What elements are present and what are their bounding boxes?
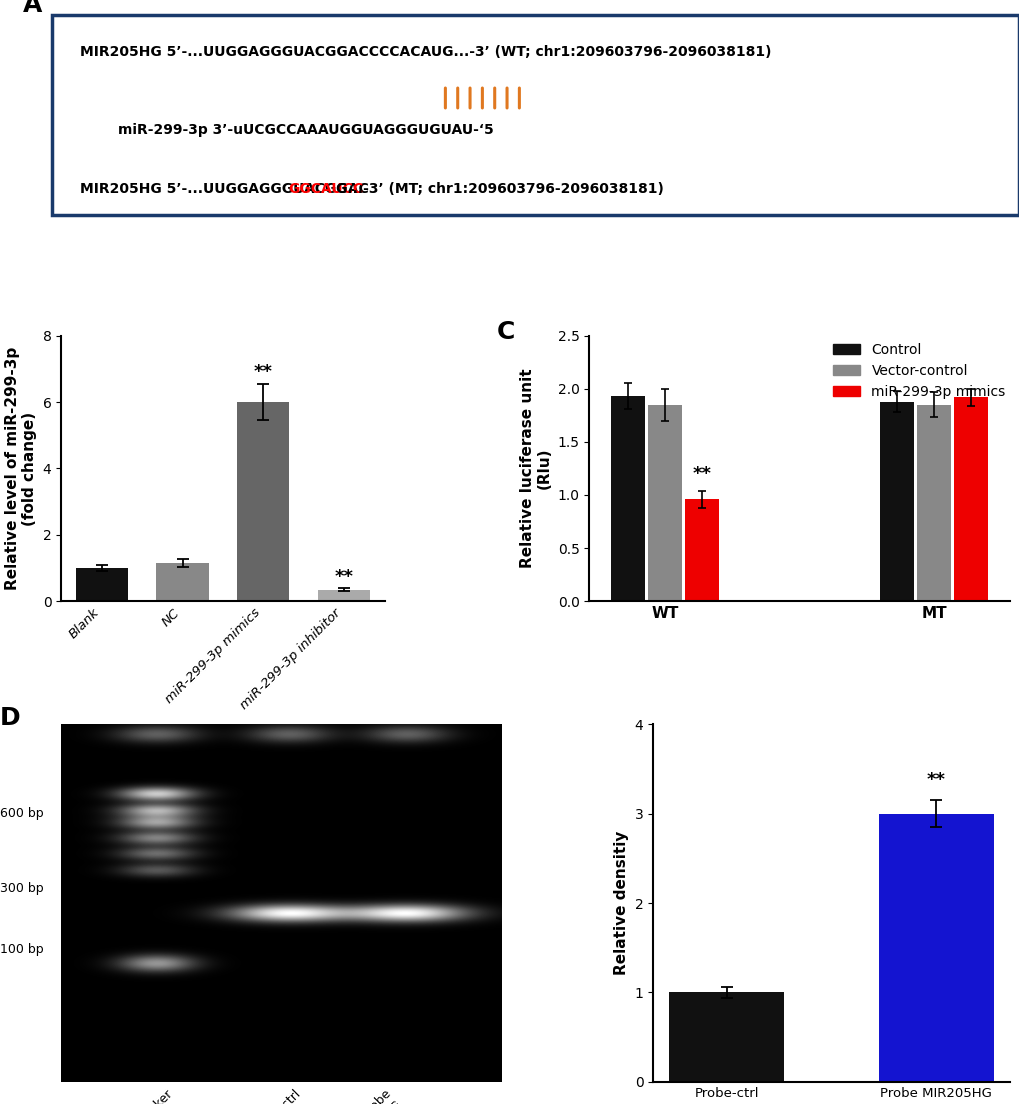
FancyBboxPatch shape xyxy=(52,14,1018,215)
Bar xyxy=(317,590,370,602)
Y-axis label: Relative level of miR-299-3p
(fold change): Relative level of miR-299-3p (fold chang… xyxy=(5,347,37,590)
Bar xyxy=(877,814,993,1082)
Text: C: C xyxy=(496,320,515,343)
Text: D: D xyxy=(0,707,20,730)
Legend: Control, Vector-control, miR-299-3p mimics: Control, Vector-control, miR-299-3p mimi… xyxy=(826,338,1010,404)
Bar xyxy=(916,405,950,602)
Text: 600 bp: 600 bp xyxy=(0,807,44,820)
Text: G...-3’ (MT; chr1:209603796-2096038181): G...-3’ (MT; chr1:209603796-2096038181) xyxy=(336,182,663,197)
Y-axis label: Relative luciferase unit
(Rlu): Relative luciferase unit (Rlu) xyxy=(519,369,551,569)
Bar xyxy=(685,499,718,602)
Bar xyxy=(75,567,128,602)
Text: A: A xyxy=(23,0,43,17)
Text: MIR205HG 5’-...UUGGAGGGUACGGAC: MIR205HG 5’-...UUGGAGGGUACGGAC xyxy=(81,182,369,197)
Bar xyxy=(668,992,784,1082)
Text: **: ** xyxy=(334,567,353,586)
Text: MIR205HG 5’-...UUGGAGGGUACGGACCCCACAUG...-3’ (WT; chr1:209603796-2096038181): MIR205HG 5’-...UUGGAGGGUACGGACCCCACAUG..… xyxy=(81,45,771,59)
Y-axis label: Relative densitiy: Relative densitiy xyxy=(613,831,629,975)
Text: GGCAUCC: GGCAUCC xyxy=(287,182,363,197)
Text: **: ** xyxy=(254,362,272,381)
Text: 100 bp: 100 bp xyxy=(0,943,44,956)
Bar xyxy=(953,397,987,602)
Bar xyxy=(236,402,289,602)
Text: **: ** xyxy=(692,465,711,484)
Bar xyxy=(879,402,913,602)
Text: 300 bp: 300 bp xyxy=(0,882,44,895)
Bar xyxy=(647,405,682,602)
Bar xyxy=(610,396,644,602)
Text: **: ** xyxy=(925,772,945,789)
Bar xyxy=(156,563,209,602)
Text: miR-299-3p 3’-uUCGCCAAAUGGUAGGGUGUAU-‘5: miR-299-3p 3’-uUCGCCAAAUGGUAGGGUGUAU-‘5 xyxy=(118,124,493,137)
